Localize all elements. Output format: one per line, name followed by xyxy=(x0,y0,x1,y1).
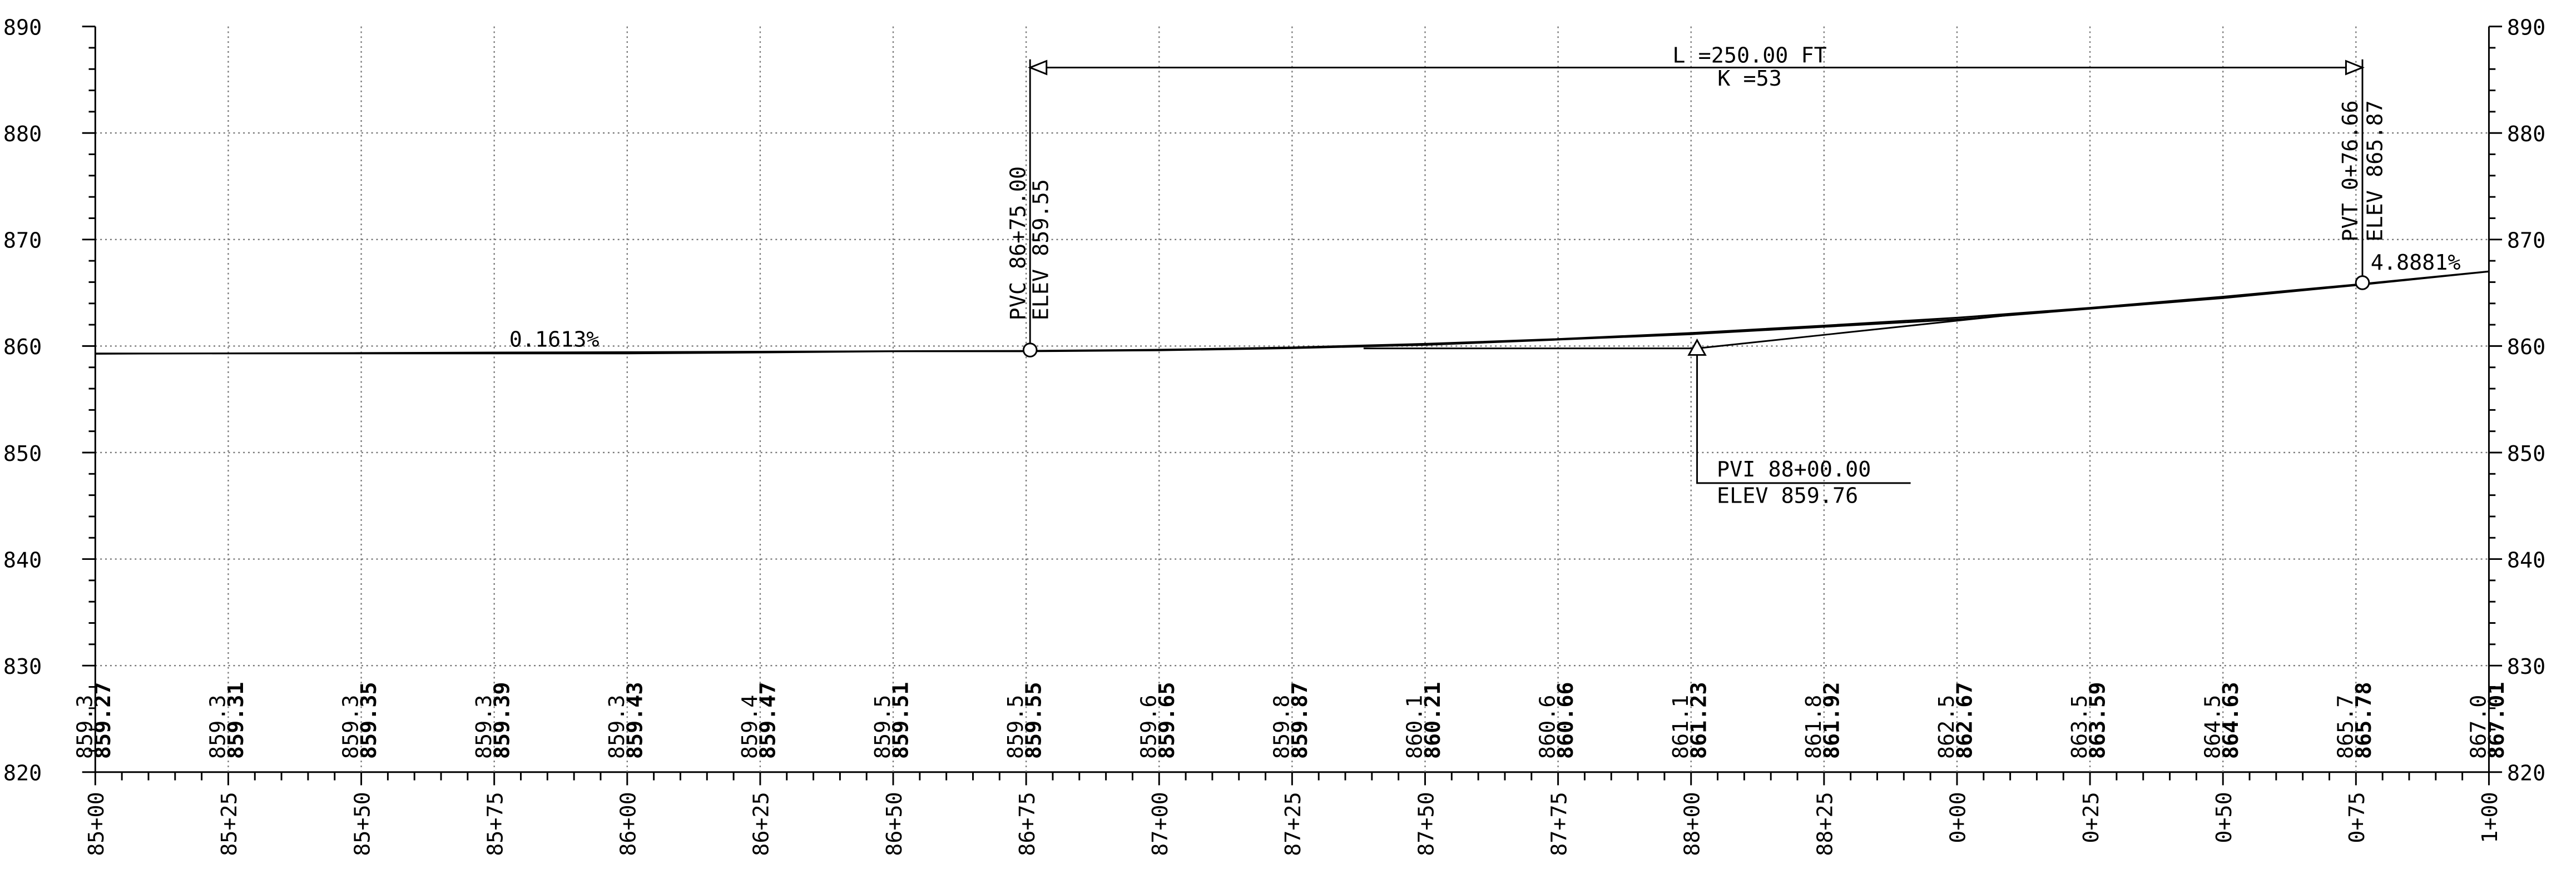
proposed-elev: 860.66 xyxy=(1553,682,1578,759)
station-label: 87+25 xyxy=(1281,792,1306,856)
proposed-elev: 859.31 xyxy=(224,682,249,759)
existing-elev: 863.5 xyxy=(2067,695,2092,759)
pvc-station: PVC 86+75.00 xyxy=(1005,166,1031,320)
station-label: 85+00 xyxy=(84,792,109,856)
y-label-left: 880 xyxy=(3,122,42,147)
y-label-left: 860 xyxy=(3,335,42,360)
station-label: 88+00 xyxy=(1680,792,1705,856)
existing-elev: 864.5 xyxy=(2200,695,2225,759)
proposed-elev: 859.65 xyxy=(1155,682,1180,759)
proposed-elev: 863.59 xyxy=(2085,682,2111,759)
y-label-right: 850 xyxy=(2507,441,2545,466)
station-label: 87+50 xyxy=(1414,792,1439,856)
existing-elev: 860.6 xyxy=(1535,695,1561,759)
proposed-elev: 861.23 xyxy=(1686,682,1711,759)
y-label-left: 850 xyxy=(3,441,42,466)
existing-elev: 859.3 xyxy=(72,695,97,759)
pvi-elev: ELEV 859.76 xyxy=(1717,483,1858,508)
arrow-head xyxy=(2345,59,2365,76)
y-label-right: 840 xyxy=(2507,548,2545,573)
station-label: 87+00 xyxy=(1148,792,1173,856)
pvc-marker xyxy=(1022,342,1038,357)
existing-elev: 859.3 xyxy=(472,695,497,759)
station-label: 0+50 xyxy=(2212,792,2237,843)
y-label-right: 830 xyxy=(2507,654,2545,679)
y-label-right: 870 xyxy=(2507,229,2545,254)
existing-ground xyxy=(95,270,2489,355)
proposed-elev: 859.27 xyxy=(91,682,116,759)
station-label: 85+75 xyxy=(483,792,508,856)
y-label-right: 880 xyxy=(2507,122,2545,147)
y-label-right: 890 xyxy=(2507,15,2545,40)
proposed-elev: 861.92 xyxy=(1819,682,1844,759)
existing-elev: 859.5 xyxy=(1003,695,1028,759)
proposed-elev: 862.67 xyxy=(1953,682,1978,759)
station-label: 85+25 xyxy=(217,792,242,856)
forward-tangent xyxy=(1697,313,2021,350)
proposed-elev: 860.21 xyxy=(1420,682,1445,759)
station-label: 86+00 xyxy=(616,792,641,856)
station-label: 86+25 xyxy=(749,792,774,856)
station-label: 88+25 xyxy=(1813,792,1838,856)
existing-elev: 861.1 xyxy=(1668,695,1693,759)
station-label: 0+75 xyxy=(2345,792,2370,843)
pvi-leader xyxy=(1696,355,1911,484)
existing-elev: 859.8 xyxy=(1269,695,1294,759)
existing-elev: 859.3 xyxy=(206,695,231,759)
y-label-left: 890 xyxy=(3,15,42,40)
proposed-elev: 859.35 xyxy=(356,682,382,759)
pvt-elev: ELEV 865.87 xyxy=(2362,100,2387,241)
pvi-station: PVI 88+00.00 xyxy=(1717,457,1871,482)
k-value: K =53 xyxy=(1717,66,1782,91)
existing-elev: 859.6 xyxy=(1136,695,1161,759)
pvt-station: PVT 0+76.66 xyxy=(2338,100,2363,241)
existing-elev: 867.0 xyxy=(2466,695,2491,759)
proposed-elev: 859.39 xyxy=(489,682,514,759)
existing-elev: 859.4 xyxy=(737,695,762,759)
proposed-elev: 859.55 xyxy=(1022,682,1047,759)
arrow-head xyxy=(1028,59,1048,76)
proposed-elev: 865.78 xyxy=(2351,682,2376,759)
proposed-elev: 867.01 xyxy=(2484,682,2509,759)
proposed-elev: 859.43 xyxy=(622,682,647,759)
grade-ahead: 4.8881% xyxy=(2371,250,2461,275)
existing-elev: 859.3 xyxy=(339,695,364,759)
station-label: 86+75 xyxy=(1015,792,1040,856)
y-label-left: 840 xyxy=(3,548,42,573)
existing-elev: 860.1 xyxy=(1403,695,1428,759)
y-label-left: 820 xyxy=(3,761,42,786)
existing-elev: 861.8 xyxy=(1801,695,1826,759)
station-label: 0+00 xyxy=(1946,792,1971,843)
y-label-left: 870 xyxy=(3,229,42,254)
proposed-elev: 859.87 xyxy=(1287,682,1312,759)
y-label-right: 860 xyxy=(2507,335,2545,360)
y-label-right: 820 xyxy=(2507,761,2545,786)
station-label: 86+50 xyxy=(882,792,907,856)
proposed-elev: 864.63 xyxy=(2218,682,2243,759)
existing-elev: 865.7 xyxy=(2333,695,2358,759)
station-label: 0+25 xyxy=(2079,792,2104,843)
proposed-elev: 859.51 xyxy=(889,682,914,759)
station-label: 87+75 xyxy=(1547,792,1572,856)
pvc-elev: ELEV 859.55 xyxy=(1029,179,1054,320)
curve-length: L =250.00 FT xyxy=(1672,43,1826,68)
pvt-marker xyxy=(2355,275,2370,290)
existing-elev: 862.5 xyxy=(1934,695,1959,759)
y-label-left: 830 xyxy=(3,654,42,679)
station-label: 85+50 xyxy=(350,792,375,856)
existing-elev: 859.3 xyxy=(605,695,630,759)
proposed-elev: 859.47 xyxy=(756,682,781,759)
station-label: 1+00 xyxy=(2478,792,2503,843)
existing-elev: 859.5 xyxy=(870,695,895,759)
grade-back: 0.1613% xyxy=(509,327,600,352)
